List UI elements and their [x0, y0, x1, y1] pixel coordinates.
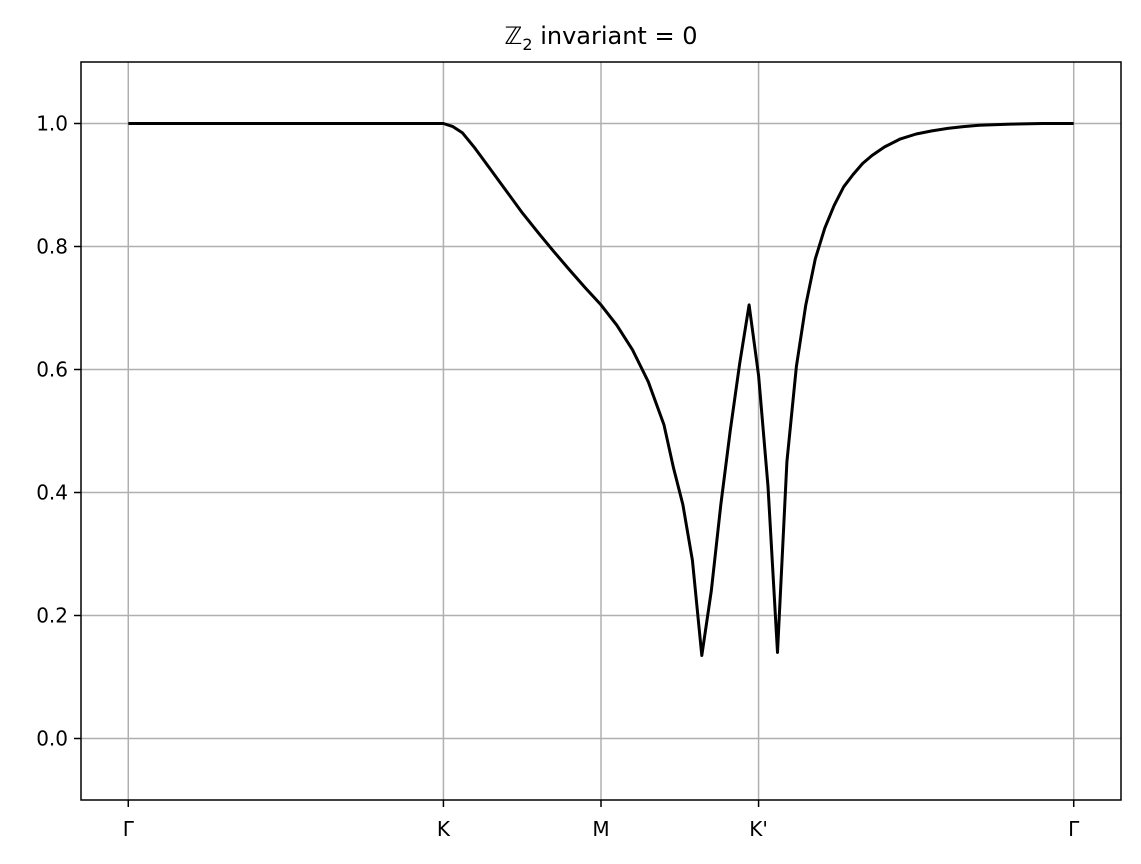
x-tick-label: Γ — [123, 817, 135, 841]
x-tick-label: M — [592, 817, 609, 841]
y-tick-label: 1.0 — [36, 112, 68, 136]
chart-title: ℤ2 invariant = 0 — [505, 22, 698, 54]
y-tick-label: 0.4 — [36, 481, 68, 505]
series-line — [128, 122, 1074, 657]
x-tick-label: K' — [749, 817, 768, 841]
x-tick-label: K — [437, 817, 451, 841]
y-tick-label: 0.0 — [36, 727, 68, 751]
x-tick-label: Γ — [1068, 817, 1080, 841]
title-symbol: ℤ — [505, 22, 523, 50]
title-subscript: 2 — [522, 35, 532, 54]
series-lines — [128, 122, 1074, 657]
y-tick-label: 0.6 — [36, 358, 68, 382]
axis-ticks: Γ K M K' Γ 0.0 0.2 0.4 0.6 0.8 1.0 — [36, 112, 1080, 842]
y-tick-label: 0.2 — [36, 604, 68, 628]
y-tick-label: 0.8 — [36, 235, 68, 259]
title-rest: invariant = 0 — [533, 22, 698, 50]
